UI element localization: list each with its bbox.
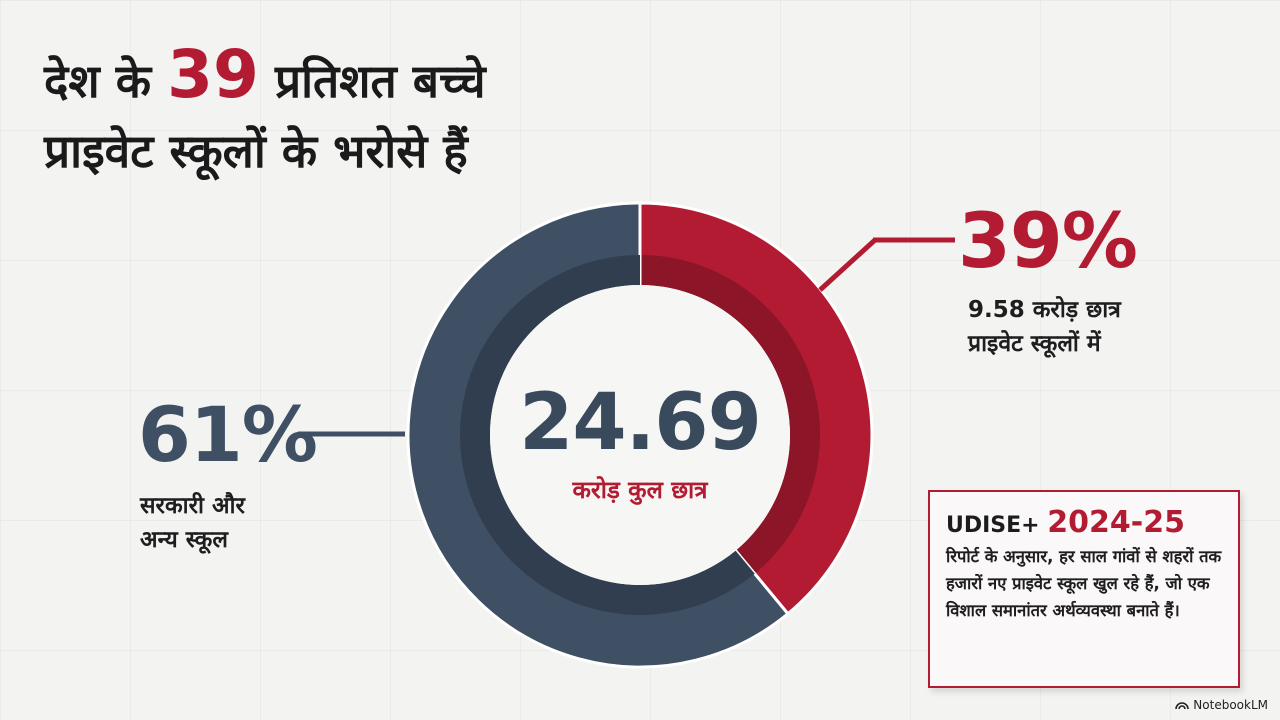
title-line-2: प्राइवेट स्कूलों के भरोसे हैं bbox=[44, 124, 468, 178]
info-year: 2024-25 bbox=[1047, 505, 1185, 540]
private-percent-label: 39% bbox=[958, 196, 1138, 285]
gov-desc-line-2: अन्य स्कूल bbox=[140, 527, 228, 553]
brand-name: NotebookLM bbox=[1193, 698, 1268, 712]
udise-info-box: UDISE+ 2024-25 रिपोर्ट के अनुसार, हर साल… bbox=[928, 490, 1240, 688]
info-text: रिपोर्ट के अनुसार, हर साल गांवों से शहरो… bbox=[946, 547, 1222, 620]
title-part-2: प्रतिशत बच्चे bbox=[274, 54, 486, 108]
brand-watermark: NotebookLM bbox=[1175, 698, 1268, 712]
donut-slice-inner-band-private bbox=[640, 255, 820, 574]
private-desc-line-2: प्राइवेट स्कूलों में bbox=[968, 331, 1101, 357]
leader-line-private bbox=[818, 238, 877, 292]
gov-desc-line-1: सरकारी और bbox=[140, 493, 245, 519]
center-total-label: करोड़ कुल छात्र bbox=[572, 476, 708, 504]
info-heading: UDISE+ 2024-25 bbox=[946, 506, 1224, 543]
private-description: 9.58 करोड़ छात्र प्राइवेट स्कूलों में bbox=[968, 293, 1228, 361]
center-total-value: 24.69 bbox=[519, 378, 762, 468]
notebooklm-icon bbox=[1175, 702, 1190, 710]
private-desc-line-1: 9.58 करोड़ छात्र bbox=[968, 297, 1121, 323]
donut-center-hole bbox=[490, 285, 790, 585]
government-percent-label: 61% bbox=[138, 390, 318, 479]
info-source-label: UDISE+ bbox=[946, 513, 1040, 538]
donut-slice-inner-band-government bbox=[460, 254, 755, 615]
page-title: देश के 39 प्रतिशत बच्चे प्राइवेट स्कूलों… bbox=[44, 40, 684, 186]
title-highlight: 39 bbox=[167, 36, 259, 113]
title-part-1: देश के bbox=[44, 54, 152, 108]
government-description: सरकारी और अन्य स्कूल bbox=[140, 489, 360, 557]
